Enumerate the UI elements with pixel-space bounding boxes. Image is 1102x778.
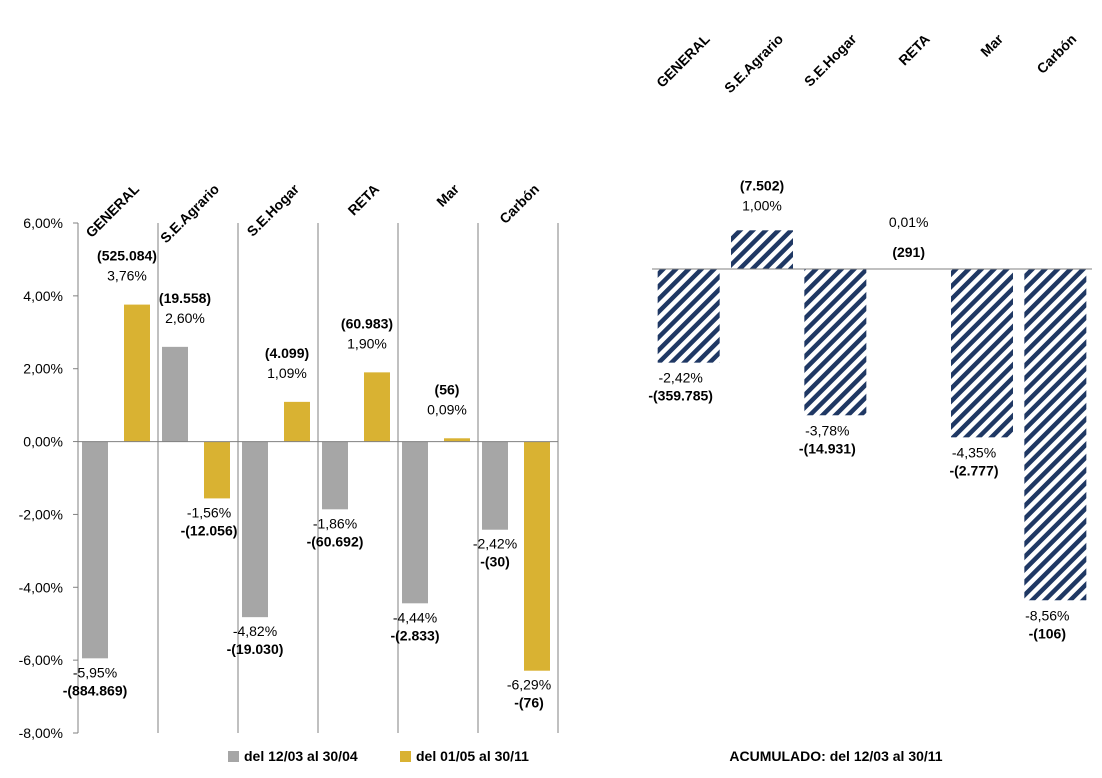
right-bar-mar bbox=[951, 269, 1013, 438]
right-count-label: -(2.777) bbox=[949, 462, 998, 478]
pct-label-series-1: -2,42% bbox=[473, 536, 517, 552]
legend-swatch-series-2 bbox=[400, 751, 411, 762]
pct-label-series-1: -1,86% bbox=[313, 515, 357, 531]
right-bar-s-e-hogar bbox=[804, 269, 867, 416]
count-label-series-1: -(19.030) bbox=[227, 641, 284, 657]
bar-series-1-mar bbox=[402, 441, 428, 604]
right-count-label: (291) bbox=[892, 244, 925, 260]
y-tick-label: -6,00% bbox=[19, 652, 63, 668]
category-label-s-e-agrario: S.E.Agrario bbox=[157, 181, 222, 246]
count-label-series-1: -(60.692) bbox=[307, 533, 364, 549]
right-chart-bars bbox=[657, 230, 1087, 601]
left-chart-axes bbox=[73, 222, 558, 734]
right-category-label-carb-n: Carbón bbox=[1033, 31, 1079, 77]
pct-label-series-2: 0,09% bbox=[427, 401, 467, 417]
legend: del 12/03 al 30/04 del 01/05 al 30/11 bbox=[228, 748, 529, 764]
pct-label-series-1: 2,60% bbox=[165, 310, 205, 326]
pct-label-series-1: -4,44% bbox=[393, 609, 437, 625]
y-tick-label: -8,00% bbox=[19, 725, 63, 741]
count-label-series-1: (19.558) bbox=[159, 290, 211, 306]
pct-label-series-1: -5,95% bbox=[73, 664, 117, 680]
right-count-label: (7.502) bbox=[740, 177, 784, 193]
category-label-general: GENERAL bbox=[82, 180, 142, 240]
left-chart-gridlines bbox=[157, 223, 559, 733]
count-label-series-1: -(2.833) bbox=[390, 627, 439, 643]
pct-label-series-2: -1,56% bbox=[187, 504, 231, 520]
y-tick-label: 0,00% bbox=[23, 434, 63, 450]
bar-series-2-mar bbox=[444, 438, 470, 442]
right-count-label: -(14.931) bbox=[799, 440, 856, 456]
right-pct-label: -4,35% bbox=[952, 444, 996, 460]
category-label-mar: Mar bbox=[433, 180, 462, 209]
right-count-label: -(359.785) bbox=[648, 388, 713, 404]
right-pct-label: -3,78% bbox=[805, 422, 849, 438]
right-pct-label: 1,00% bbox=[742, 197, 782, 213]
count-label-series-2: -(76) bbox=[514, 695, 544, 711]
left-chart-bars bbox=[82, 304, 550, 671]
y-tick-label: -4,00% bbox=[19, 579, 63, 595]
bar-series-2-carb-n bbox=[524, 441, 550, 671]
legend-label-series-1: del 12/03 al 30/04 bbox=[244, 748, 358, 764]
category-label-reta: RETA bbox=[345, 181, 383, 219]
right-chart-categories: GENERAL S.E.Agrario S.E.Hogar RETA Mar Carbón bbox=[653, 30, 1079, 96]
right-category-label-general: GENERAL bbox=[653, 30, 713, 90]
legend-swatch-series-1 bbox=[228, 751, 239, 762]
count-label-series-1: -(30) bbox=[480, 554, 510, 570]
left-chart-categories: GENERAL S.E.Agrario S.E.Hogar RETA Mar Carbón bbox=[82, 180, 542, 246]
pct-label-series-2: -6,29% bbox=[507, 677, 551, 693]
count-label-series-1: -(884.869) bbox=[63, 682, 128, 698]
count-label-series-2: (525.084) bbox=[97, 248, 157, 264]
category-label-s-e-hogar: S.E.Hogar bbox=[243, 180, 302, 239]
right-count-label: -(106) bbox=[1029, 625, 1066, 641]
left-chart-data-labels: -5,95% -(884.869) (525.084) 3,76% (19.558) 2,… bbox=[63, 248, 551, 711]
right-bar-s-e-agrario bbox=[731, 230, 793, 269]
y-tick-label: -2,00% bbox=[19, 506, 63, 522]
y-tick-label: 6,00% bbox=[23, 215, 63, 231]
right-pct-label: -8,56% bbox=[1025, 607, 1069, 623]
y-tick-label: 2,00% bbox=[23, 361, 63, 377]
left-chart-y-ticks: -8,00% -6,00% -4,00% -2,00% 0,00% 2,00% 4,00% 6… bbox=[19, 215, 63, 741]
pct-label-series-1: -4,82% bbox=[233, 623, 277, 639]
right-pct-label: -2,42% bbox=[658, 370, 702, 386]
pct-label-series-2: 1,90% bbox=[347, 335, 387, 351]
bar-series-1-carb-n bbox=[482, 441, 508, 530]
right-category-label-reta: RETA bbox=[895, 31, 933, 69]
bar-series-2-reta bbox=[364, 372, 390, 442]
pct-label-series-2: 3,76% bbox=[107, 268, 147, 284]
right-chart-data-labels: -2,42% -(359.785) (7.502) 1,00% -3,78% -(14.9… bbox=[648, 177, 1069, 641]
right-category-label-s-e-agrario: S.E.Agrario bbox=[721, 31, 786, 96]
right-chart-title: ACUMULADO: del 12/03 al 30/11 bbox=[729, 748, 942, 764]
right-chart: GENERAL S.E.Agrario S.E.Hogar RETA Mar Carbón… bbox=[648, 30, 1092, 641]
bar-series-2-general bbox=[124, 304, 150, 442]
right-pct-label: 0,01% bbox=[889, 214, 929, 230]
count-label-series-2: (60.983) bbox=[341, 315, 393, 331]
legend-label-series-2: del 01/05 al 30/11 bbox=[416, 748, 529, 764]
bar-series-2-s-e-hogar bbox=[284, 401, 310, 442]
right-category-label-mar: Mar bbox=[977, 30, 1006, 59]
bar-series-2-s-e-agrario bbox=[204, 441, 230, 499]
bar-series-1-reta bbox=[322, 441, 348, 510]
category-label-carb-n: Carbón bbox=[496, 181, 542, 227]
right-category-label-s-e-hogar: S.E.Hogar bbox=[801, 30, 860, 89]
right-bar-general bbox=[657, 269, 720, 363]
count-label-series-2: (56) bbox=[435, 381, 460, 397]
bar-series-1-general bbox=[82, 441, 108, 659]
pct-label-series-2: 1,09% bbox=[267, 365, 307, 381]
count-label-series-2: (4.099) bbox=[265, 345, 309, 361]
bar-series-1-s-e-agrario bbox=[162, 346, 188, 442]
left-chart: -8,00% -6,00% -4,00% -2,00% 0,00% 2,00% 4,00% 6… bbox=[19, 180, 559, 741]
count-label-series-2: -(12.056) bbox=[181, 522, 238, 538]
bar-series-1-s-e-hogar bbox=[242, 441, 268, 618]
y-tick-label: 4,00% bbox=[23, 288, 63, 304]
right-bar-carb-n bbox=[1024, 269, 1087, 601]
